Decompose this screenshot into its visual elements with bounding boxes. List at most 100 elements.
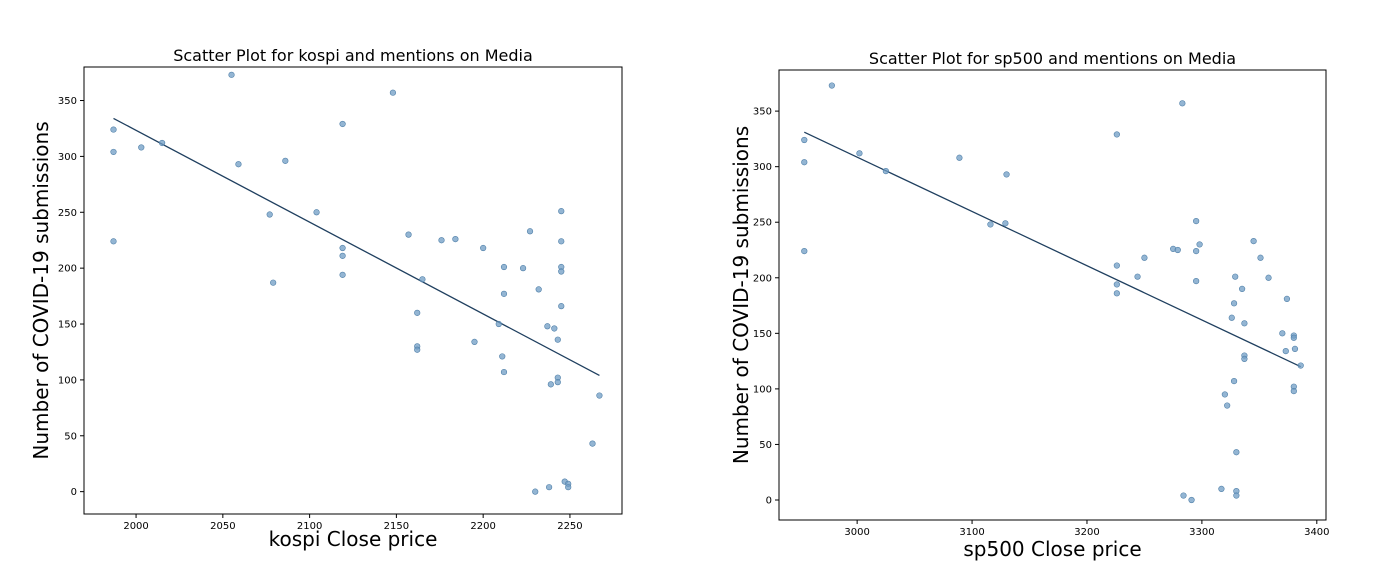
scatter-point bbox=[558, 208, 565, 215]
scatter-point bbox=[266, 211, 273, 218]
scatter-points bbox=[801, 82, 1304, 504]
scatter-point bbox=[452, 235, 459, 243]
scatter-point bbox=[558, 303, 565, 310]
scatter-point bbox=[1180, 492, 1187, 499]
x-tick-label: 2050 bbox=[210, 521, 235, 532]
x-tick-label: 2200 bbox=[470, 521, 495, 532]
y-tick-label: 350 bbox=[58, 96, 77, 107]
x-tick-label: 2150 bbox=[384, 521, 409, 532]
y-tick-label: 0 bbox=[71, 487, 77, 498]
x-tick-label: 3000 bbox=[844, 527, 869, 538]
scatter-point bbox=[339, 252, 346, 259]
scatter-point bbox=[1141, 254, 1148, 261]
scatter-point bbox=[1179, 100, 1186, 107]
scatter-point bbox=[956, 154, 963, 161]
y-tick-label: 100 bbox=[58, 375, 77, 386]
chart-sp500: Scatter Plot for sp500 and mentions on M… bbox=[729, 49, 1330, 561]
scatter-point bbox=[110, 238, 117, 245]
x-tick-label: 2000 bbox=[123, 521, 148, 532]
scatter-point bbox=[1230, 300, 1238, 307]
y-tick-label: 300 bbox=[58, 152, 77, 163]
scatter-point bbox=[389, 89, 397, 96]
axis-ticks: 2000 2050 2100 2150 2200 2250 0 50 100 150 200 250 3… bbox=[58, 96, 583, 532]
scatter-point bbox=[339, 244, 346, 252]
scatter-point bbox=[551, 325, 558, 332]
scatter-point bbox=[535, 286, 542, 293]
x-tick-label: 3100 bbox=[959, 527, 984, 538]
chart-title: Scatter Plot for kospi and mentions on M… bbox=[173, 46, 533, 65]
scatter-point bbox=[499, 353, 506, 360]
scatter-point bbox=[1232, 273, 1239, 280]
scatter-point bbox=[228, 71, 235, 78]
y-tick-label: 100 bbox=[753, 384, 772, 395]
scatter-point bbox=[801, 159, 808, 166]
scatter-point bbox=[1134, 273, 1141, 280]
scatter-point bbox=[339, 271, 346, 278]
scatter-point bbox=[500, 368, 508, 376]
scatter-point bbox=[589, 440, 596, 447]
scatter-point bbox=[500, 290, 508, 297]
scatter-point bbox=[1233, 492, 1240, 499]
scatter-point bbox=[1228, 314, 1235, 321]
trend-line bbox=[113, 117, 600, 377]
y-tick-label: 350 bbox=[753, 107, 772, 118]
x-tick-label: 3300 bbox=[1189, 527, 1214, 538]
x-axis-label: kospi Close price bbox=[269, 527, 438, 551]
scatter-point bbox=[554, 336, 561, 343]
scatter-point bbox=[1113, 262, 1120, 269]
x-tick-label: 3200 bbox=[1074, 527, 1099, 538]
y-axis-label: Number of COVID-19 submissions bbox=[729, 126, 753, 464]
scatter-point bbox=[1290, 388, 1297, 395]
scatter-point bbox=[110, 148, 117, 156]
scatter-point bbox=[419, 276, 426, 283]
y-tick-label: 150 bbox=[58, 320, 77, 331]
plot-frame bbox=[778, 69, 1327, 521]
scatter-point bbox=[1174, 246, 1181, 254]
scatter-point bbox=[546, 484, 553, 491]
scatter-point bbox=[495, 320, 502, 328]
scatter-point bbox=[1188, 496, 1195, 504]
scatter-point bbox=[1290, 334, 1297, 341]
scatter-point bbox=[544, 323, 551, 330]
scatter-point bbox=[987, 221, 994, 228]
scatter-point bbox=[1003, 171, 1010, 178]
scatter-point bbox=[801, 136, 808, 144]
scatter-point bbox=[1283, 295, 1291, 302]
scatter-point bbox=[1241, 320, 1248, 327]
y-tick-label: 0 bbox=[766, 496, 772, 507]
scatter-point bbox=[500, 263, 508, 271]
scatter-point bbox=[1196, 241, 1203, 248]
scatter-point bbox=[339, 120, 346, 128]
scatter-point bbox=[558, 268, 565, 275]
scatter-point bbox=[1250, 238, 1257, 245]
scatter-point bbox=[828, 82, 835, 89]
scatter-point bbox=[110, 126, 117, 133]
scatter-point bbox=[414, 309, 421, 316]
scatter-point bbox=[882, 168, 889, 175]
scatter-point bbox=[1265, 274, 1272, 281]
scatter-point bbox=[1113, 290, 1120, 297]
y-tick-label: 300 bbox=[753, 162, 772, 173]
scatter-point bbox=[1113, 281, 1120, 288]
scatter-point bbox=[526, 228, 534, 235]
scatter-point bbox=[1193, 248, 1200, 255]
scatter-point bbox=[1233, 449, 1240, 456]
scatter-point bbox=[1241, 355, 1248, 362]
y-axis-label: Number of COVID-19 submissions bbox=[29, 121, 53, 459]
trend-line bbox=[804, 131, 1301, 368]
y-tick-label: 250 bbox=[753, 218, 772, 229]
scatter-point bbox=[158, 139, 166, 147]
scatter-point bbox=[1224, 402, 1231, 409]
scatter-point bbox=[471, 338, 478, 346]
scatter-point bbox=[313, 209, 320, 216]
scatter-point bbox=[1113, 131, 1120, 138]
scatter-point bbox=[532, 488, 539, 495]
scatter-point bbox=[1221, 391, 1228, 398]
scatter-point bbox=[1282, 348, 1289, 355]
y-tick-label: 50 bbox=[759, 440, 772, 451]
scatter-point bbox=[282, 157, 289, 164]
scatter-point bbox=[1193, 218, 1200, 225]
scatter-point bbox=[801, 248, 808, 255]
scatter-point bbox=[270, 279, 277, 286]
